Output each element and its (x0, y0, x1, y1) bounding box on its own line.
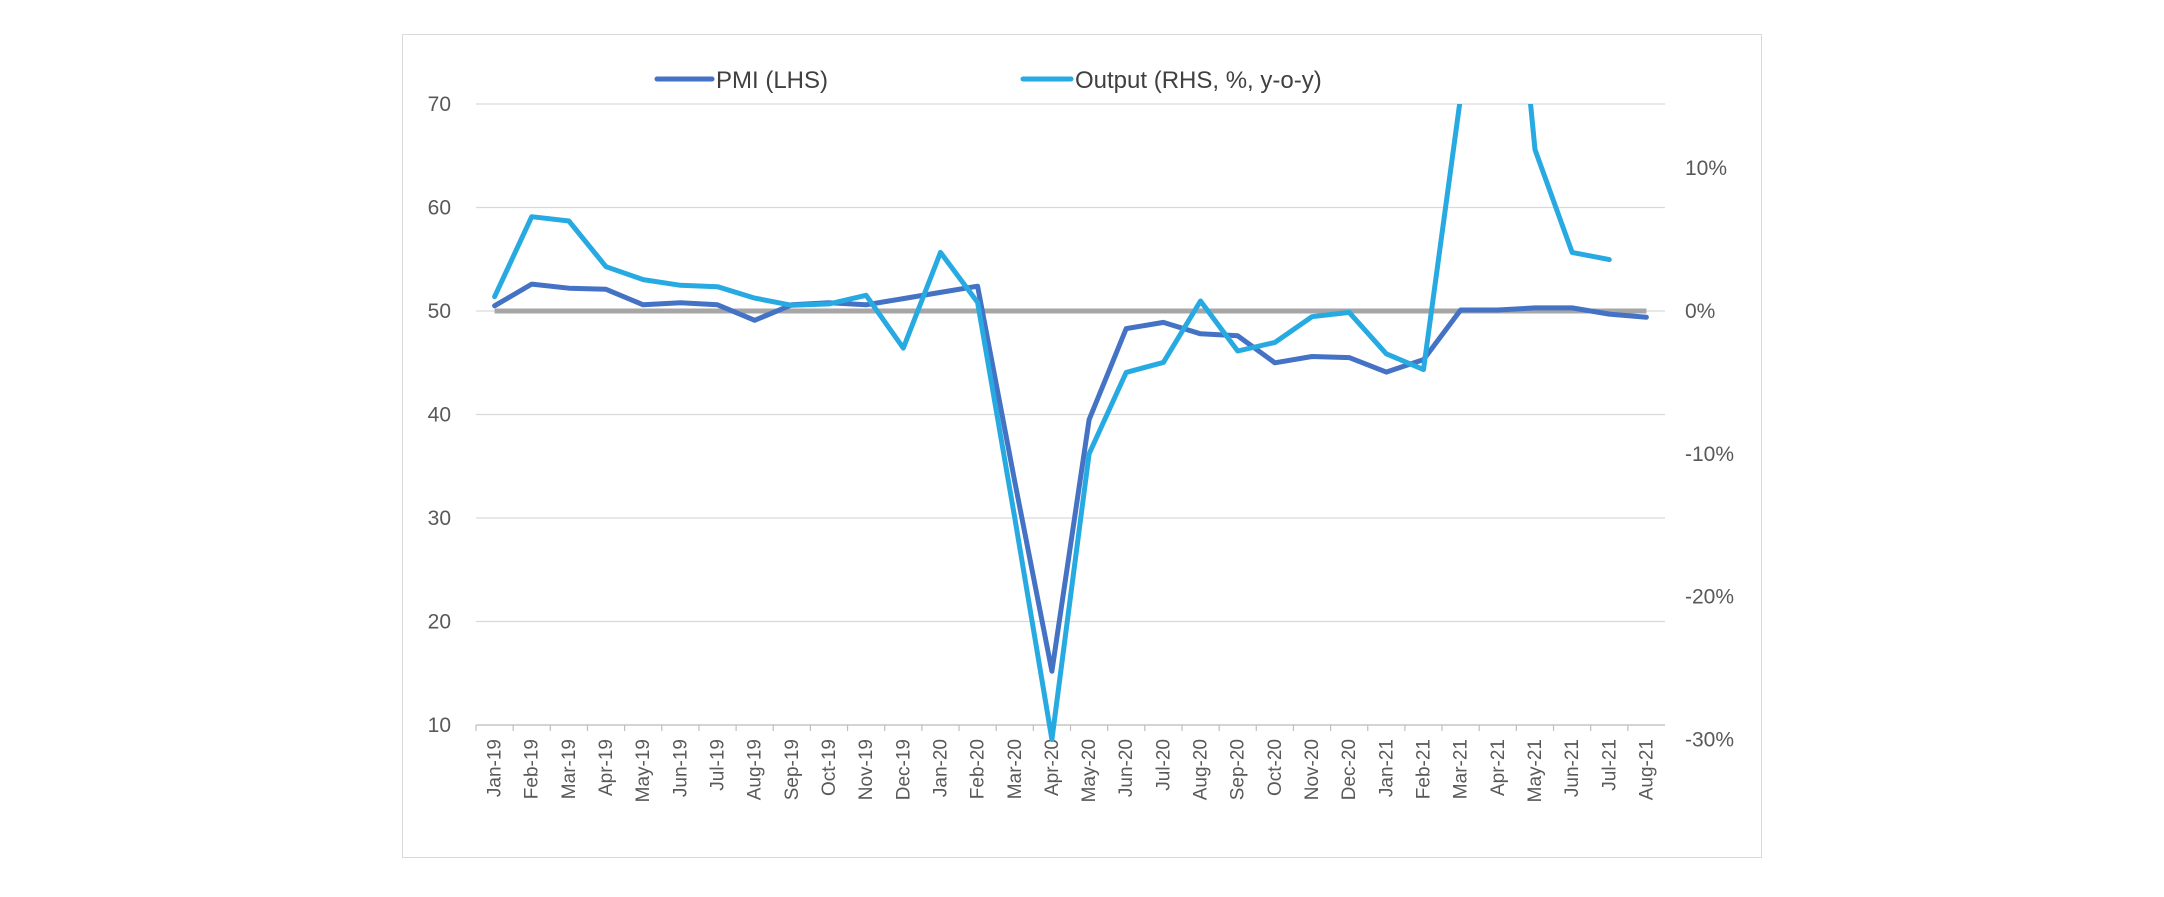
series-layer (492, 104, 1649, 742)
x-tick-label: Mar-21 (1451, 739, 1472, 799)
right-tick-label: 0% (1685, 300, 1715, 323)
x-tick-label: Oct-19 (819, 739, 840, 796)
left-tick-label: 70 (428, 93, 451, 116)
x-tick-label: Jul-21 (1599, 739, 1620, 791)
x-tick-label: Sep-19 (782, 739, 803, 800)
x-tick-label: Dec-20 (1339, 739, 1360, 800)
x-tick-label: Jan-19 (485, 739, 506, 797)
x-tick-label: Sep-20 (1228, 739, 1249, 800)
left-tick-label: 30 (428, 507, 451, 530)
x-axis: Jan-19 Feb-19 Mar-19 Apr-19 May-19 Jun-19 Jul-… (475, 724, 1665, 802)
series-line-output (492, 104, 1612, 742)
x-tick-label: Oct-20 (1265, 739, 1286, 796)
x-tick-label: May-19 (633, 739, 654, 802)
x-tick-label: Jul-20 (1153, 739, 1174, 791)
chart-svg: 10 20 30 40 50 60 70 -30% -20% -10% 0% 10% Jan-19 F… (428, 67, 1734, 802)
x-tick-label: May-20 (1079, 739, 1100, 802)
x-tick-label: Jan-21 (1376, 739, 1397, 797)
x-tick-label: Nov-20 (1302, 739, 1323, 800)
right-tick-label: -20% (1685, 586, 1734, 609)
x-tick-label: Aug-20 (1191, 739, 1212, 800)
x-tick-label: Aug-19 (745, 739, 766, 800)
x-tick-label: May-21 (1525, 739, 1546, 802)
right-tick-label: -30% (1685, 728, 1734, 751)
x-tick-label: Apr-19 (596, 739, 617, 796)
x-tick-label: Aug-21 (1636, 739, 1657, 800)
x-tick-label: Jan-20 (930, 739, 951, 797)
x-tick-label: Apr-21 (1488, 739, 1509, 796)
x-tick-label: Jun-19 (670, 739, 691, 797)
left-tick-label: 60 (428, 197, 451, 220)
right-axis: -30% -20% -10% 0% 10% (1685, 157, 1734, 751)
left-tick-label: 50 (428, 300, 451, 323)
x-tick-label: Apr-20 (1042, 739, 1063, 796)
legend-label-pmi: PMI (LHS) (716, 67, 828, 94)
x-tick-label: Dec-19 (893, 739, 914, 800)
right-tick-label: -10% (1685, 443, 1734, 466)
x-tick-label: Nov-19 (856, 739, 877, 800)
x-tick-label: Jun-21 (1562, 739, 1583, 797)
left-tick-label: 10 (428, 714, 451, 737)
x-tick-label: Jun-20 (1116, 739, 1137, 797)
x-tick-label: Feb-20 (968, 739, 989, 799)
x-tick-label: Mar-20 (1005, 739, 1026, 799)
chart-frame: 10 20 30 40 50 60 70 -30% -20% -10% 0% 10% Jan-19 F… (402, 34, 1762, 858)
series-line-pmi (492, 281, 1649, 674)
left-tick-label: 40 (428, 404, 451, 427)
right-tick-label: 10% (1685, 157, 1727, 180)
left-axis: 10 20 30 40 50 60 70 (428, 93, 451, 737)
x-tick-label: Mar-19 (559, 739, 580, 799)
left-tick-label: 20 (428, 611, 451, 634)
legend: PMI (LHS) Output (RHS, %, y-o-y) (654, 67, 1322, 94)
x-tick-label: Feb-21 (1413, 739, 1434, 799)
x-tick-label: Feb-19 (522, 739, 543, 799)
legend-label-output: Output (RHS, %, y-o-y) (1075, 67, 1322, 94)
gridlines (476, 103, 1665, 726)
x-tick-label: Jul-19 (708, 739, 729, 791)
